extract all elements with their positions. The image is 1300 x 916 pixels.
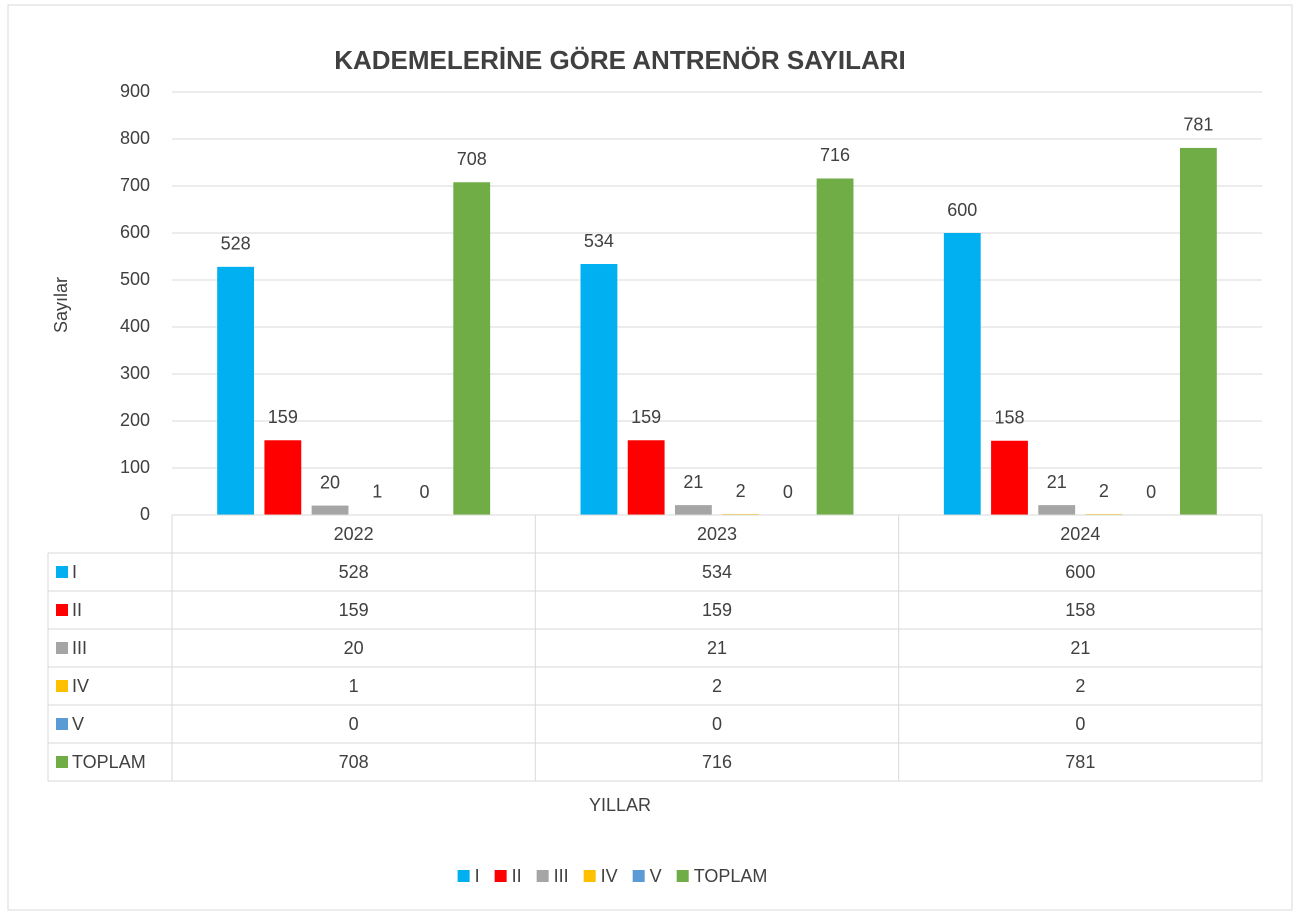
- data-label: 159: [631, 407, 661, 427]
- legend-key: [494, 870, 507, 882]
- table-cell: 159: [702, 600, 732, 620]
- legend-label: TOPLAM: [694, 866, 768, 886]
- data-label: 0: [1146, 482, 1156, 502]
- table-cell: 781: [1065, 752, 1095, 772]
- table-cell: 1: [349, 676, 359, 696]
- y-tick-label: 600: [120, 222, 150, 242]
- table-cell: 534: [702, 562, 732, 582]
- bar: [1179, 147, 1217, 515]
- data-label: 600: [947, 200, 977, 220]
- y-tick-label: 500: [120, 269, 150, 289]
- legend-label: IV: [601, 866, 618, 886]
- row-label: II: [72, 600, 82, 620]
- bar: [453, 182, 491, 516]
- y-tick-label: 900: [120, 81, 150, 101]
- legend-key: [56, 566, 68, 578]
- table-cell: 716: [702, 752, 732, 772]
- row-label: IV: [72, 676, 89, 696]
- legend-key: [56, 642, 68, 654]
- data-label: 708: [457, 149, 487, 169]
- bar: [991, 440, 1028, 515]
- x-tick-label: 2023: [697, 524, 737, 544]
- row-label: III: [72, 638, 87, 658]
- table-cell: 21: [707, 638, 727, 658]
- data-label: 534: [584, 231, 614, 251]
- y-tick-label: 300: [120, 363, 150, 383]
- legend-key: [56, 756, 68, 768]
- legend-key: [583, 870, 596, 882]
- table-cell: 20: [344, 638, 364, 658]
- x-tick-label: 2022: [334, 524, 374, 544]
- table-cell: 708: [339, 752, 369, 772]
- table-cell: 159: [339, 600, 369, 620]
- bar: [1038, 505, 1076, 515]
- legend-key: [56, 718, 68, 730]
- bar: [674, 505, 712, 515]
- y-tick-label: 800: [120, 128, 150, 148]
- legend-label: III: [554, 866, 569, 886]
- data-label: 159: [268, 407, 298, 427]
- data-label: 0: [419, 482, 429, 502]
- legend-label: II: [512, 866, 522, 886]
- table-cell: 2: [1075, 676, 1085, 696]
- bar: [943, 233, 981, 515]
- legend-key: [457, 870, 470, 882]
- x-tick-label: 2024: [1060, 524, 1100, 544]
- data-label: 21: [683, 472, 703, 492]
- table-cell: 21: [1070, 638, 1090, 658]
- chart-title: KADEMELERİNE GÖRE ANTRENÖR SAYILARI: [334, 45, 906, 75]
- bar: [627, 440, 665, 515]
- table-cell: 0: [1075, 714, 1085, 734]
- data-label: 1: [372, 481, 382, 501]
- data-label: 158: [994, 407, 1024, 427]
- data-label: 528: [221, 234, 251, 254]
- bar: [311, 505, 349, 515]
- row-label: TOPLAM: [72, 752, 146, 772]
- table-cell: 528: [339, 562, 369, 582]
- y-tick-label: 100: [120, 457, 150, 477]
- legend-key: [56, 680, 68, 692]
- row-label: I: [72, 562, 77, 582]
- table-cell: 2: [712, 676, 722, 696]
- bar: [580, 264, 618, 515]
- data-label: 716: [820, 145, 850, 165]
- table-cell: 600: [1065, 562, 1095, 582]
- data-label: 21: [1047, 472, 1067, 492]
- bar: [264, 440, 302, 515]
- data-label: 20: [320, 472, 340, 492]
- y-tick-label: 400: [120, 316, 150, 336]
- table-cell: 158: [1065, 600, 1095, 620]
- y-tick-label: 0: [140, 504, 150, 524]
- table-cell: 0: [349, 714, 359, 734]
- bar: [217, 266, 255, 515]
- x-axis-title: YILLAR: [589, 795, 651, 815]
- y-tick-label: 200: [120, 410, 150, 430]
- y-axis-title: Sayılar: [51, 277, 71, 333]
- legend-key: [536, 870, 549, 882]
- data-label: 2: [1099, 481, 1109, 501]
- data-label: 0: [783, 482, 793, 502]
- bar: [816, 178, 854, 516]
- legend-key: [56, 604, 68, 616]
- data-label: 2: [736, 481, 746, 501]
- legend-key: [632, 870, 645, 882]
- y-tick-label: 700: [120, 175, 150, 195]
- table-cell: 0: [712, 714, 722, 734]
- data-label: 781: [1183, 115, 1213, 135]
- legend-label: V: [650, 866, 662, 886]
- legend-label: I: [475, 866, 480, 886]
- legend-key: [676, 870, 689, 882]
- row-label: V: [72, 714, 84, 734]
